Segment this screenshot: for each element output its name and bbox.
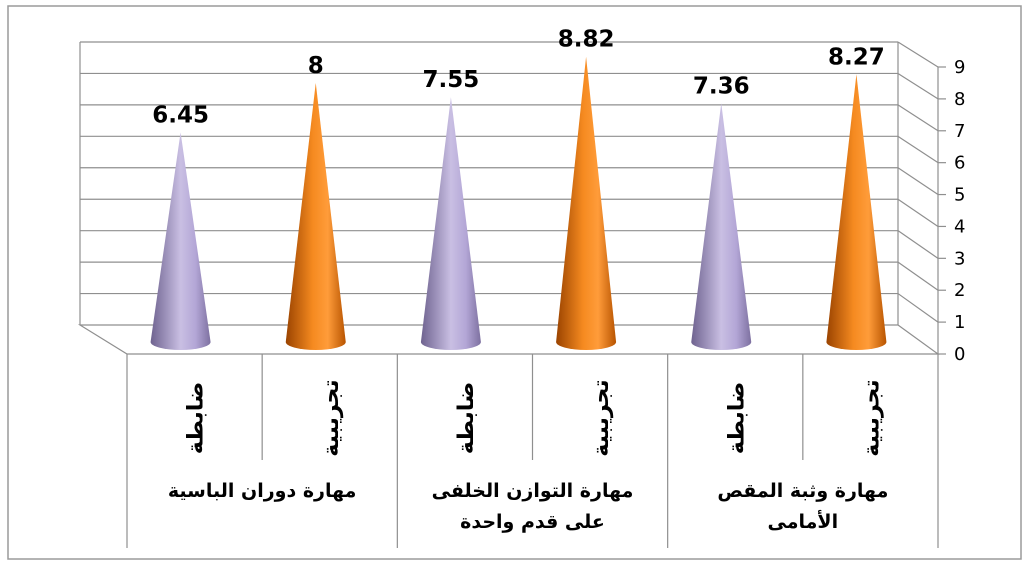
y-tick-label: 1 bbox=[954, 312, 965, 333]
category-tick-label: تجريبية bbox=[319, 379, 344, 456]
gridline-side bbox=[897, 135, 939, 164]
data-label: 7.55 bbox=[423, 67, 480, 93]
category-tick-label: ضابطة bbox=[184, 382, 209, 455]
gridline-side bbox=[897, 41, 939, 68]
cone-bar bbox=[420, 97, 481, 350]
y-tick-label: 2 bbox=[954, 280, 965, 301]
y-tick-label: 3 bbox=[954, 248, 965, 269]
y-tick-label: 6 bbox=[954, 153, 965, 174]
data-label: 8 bbox=[308, 53, 324, 79]
gridline-side bbox=[897, 72, 939, 100]
cones bbox=[150, 56, 887, 351]
category-tick-label: تجريبية bbox=[589, 379, 614, 456]
gridlines bbox=[79, 41, 939, 354]
gridline-side bbox=[897, 261, 939, 291]
group-label: مهارة دوران الباسية bbox=[168, 480, 357, 502]
cone-bar bbox=[556, 56, 617, 351]
gridline-side bbox=[897, 167, 939, 196]
cone-bar bbox=[285, 82, 346, 350]
cone-bar bbox=[691, 103, 752, 350]
category-tick-label: تجريبية bbox=[859, 379, 884, 456]
gridline-side bbox=[897, 293, 939, 323]
gridline-side bbox=[897, 230, 939, 259]
data-label: 8.27 bbox=[828, 44, 885, 70]
y-tick-label: 9 bbox=[954, 57, 965, 78]
category-tick-label: ضابطة bbox=[454, 382, 479, 455]
data-label: 7.36 bbox=[693, 73, 750, 99]
y-tick-label: 4 bbox=[954, 216, 965, 237]
gridline-side bbox=[897, 198, 939, 227]
y-tick-label: 0 bbox=[954, 344, 965, 365]
y-tick-label: 5 bbox=[954, 185, 965, 206]
data-label: 6.45 bbox=[152, 102, 209, 128]
cone-bar bbox=[826, 74, 887, 350]
group-label: مهارة التوازن الخلفى bbox=[432, 480, 634, 502]
group-label: على قدم واحدة bbox=[460, 511, 605, 533]
data-labels: 8.27 7.36 8.82 7.55 8 6.45 bbox=[152, 27, 885, 129]
category-tick-label: ضابطة bbox=[724, 382, 749, 455]
y-axis-ticks: 0 1 2 3 4 5 6 7 8 9 bbox=[938, 57, 965, 365]
gridline-side bbox=[897, 104, 939, 132]
group-label: مهارة وثبة المقص bbox=[717, 480, 888, 502]
y-tick-label: 7 bbox=[954, 121, 965, 142]
group-label: الأمامى bbox=[768, 510, 839, 533]
cone-bar bbox=[150, 132, 211, 350]
y-tick-label: 8 bbox=[954, 89, 965, 110]
category-axis: تجريبية ضابطة تجريبية ضابطة تجريبية ضابطة مهار… bbox=[126, 354, 939, 548]
data-label: 8.82 bbox=[558, 27, 615, 53]
